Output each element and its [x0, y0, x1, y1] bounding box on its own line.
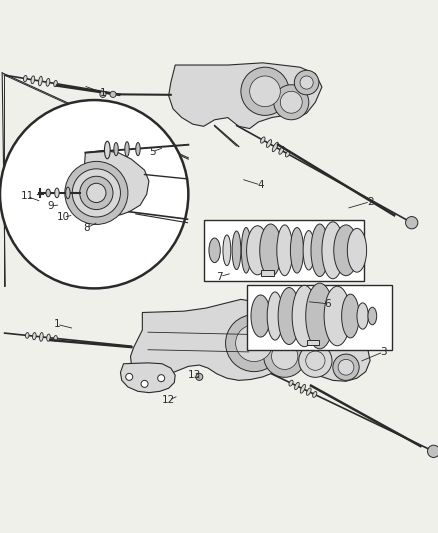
Ellipse shape — [232, 231, 241, 270]
Circle shape — [236, 325, 272, 361]
Polygon shape — [131, 300, 370, 381]
Circle shape — [406, 216, 418, 229]
Ellipse shape — [300, 384, 305, 393]
Ellipse shape — [46, 189, 50, 197]
Text: 11: 11 — [21, 191, 34, 201]
Ellipse shape — [313, 392, 317, 398]
Ellipse shape — [266, 140, 272, 148]
Ellipse shape — [260, 224, 282, 277]
Ellipse shape — [295, 382, 299, 390]
Ellipse shape — [39, 76, 42, 86]
Text: 9: 9 — [47, 201, 54, 211]
Ellipse shape — [322, 222, 344, 279]
Ellipse shape — [311, 224, 328, 277]
Bar — [247, 285, 392, 350]
Text: 13: 13 — [188, 370, 201, 380]
Ellipse shape — [66, 187, 70, 199]
Circle shape — [338, 359, 354, 375]
Bar — [261, 270, 274, 276]
Ellipse shape — [279, 147, 284, 154]
Ellipse shape — [241, 228, 251, 273]
Polygon shape — [80, 150, 149, 216]
Text: 5: 5 — [149, 147, 156, 157]
Circle shape — [264, 335, 306, 377]
Text: 10: 10 — [57, 213, 70, 222]
Circle shape — [0, 100, 188, 288]
Text: 8: 8 — [83, 223, 90, 233]
Circle shape — [110, 91, 116, 98]
Ellipse shape — [54, 80, 57, 87]
Circle shape — [241, 67, 289, 115]
Ellipse shape — [136, 142, 140, 156]
Ellipse shape — [334, 225, 358, 276]
Text: 3: 3 — [380, 347, 387, 357]
Circle shape — [427, 445, 438, 457]
Ellipse shape — [247, 226, 268, 275]
Ellipse shape — [209, 238, 220, 263]
Text: 4: 4 — [257, 180, 264, 190]
Ellipse shape — [32, 333, 36, 340]
Circle shape — [226, 314, 283, 372]
Circle shape — [196, 374, 203, 381]
Ellipse shape — [251, 295, 270, 337]
Circle shape — [250, 76, 280, 107]
Text: 2: 2 — [367, 197, 374, 207]
Circle shape — [272, 343, 298, 369]
Circle shape — [306, 351, 325, 370]
Ellipse shape — [47, 334, 50, 341]
Ellipse shape — [31, 76, 35, 84]
Ellipse shape — [223, 235, 231, 265]
Circle shape — [72, 169, 120, 217]
Polygon shape — [169, 63, 322, 128]
Bar — [204, 220, 364, 280]
Ellipse shape — [114, 142, 118, 156]
Ellipse shape — [24, 76, 27, 82]
Text: 12: 12 — [162, 395, 175, 405]
Circle shape — [141, 381, 148, 387]
Circle shape — [126, 374, 133, 381]
Ellipse shape — [286, 151, 290, 157]
Ellipse shape — [324, 286, 350, 346]
Circle shape — [280, 91, 302, 113]
Circle shape — [100, 91, 106, 98]
Text: 1: 1 — [99, 87, 106, 98]
Ellipse shape — [277, 225, 293, 276]
Ellipse shape — [272, 142, 278, 151]
Circle shape — [87, 183, 106, 203]
Ellipse shape — [368, 307, 377, 325]
Ellipse shape — [55, 188, 59, 198]
Ellipse shape — [347, 229, 367, 272]
Ellipse shape — [342, 294, 359, 338]
Circle shape — [80, 176, 113, 209]
Polygon shape — [120, 363, 175, 393]
Ellipse shape — [54, 336, 57, 341]
Text: 7: 7 — [216, 272, 223, 281]
Circle shape — [158, 375, 165, 382]
Text: 1: 1 — [53, 319, 60, 329]
Circle shape — [333, 354, 359, 381]
Ellipse shape — [357, 303, 368, 329]
Circle shape — [299, 344, 332, 377]
Ellipse shape — [267, 292, 283, 340]
Ellipse shape — [306, 283, 334, 349]
Bar — [307, 340, 319, 345]
Circle shape — [65, 161, 128, 224]
Ellipse shape — [292, 285, 317, 346]
Ellipse shape — [303, 231, 314, 270]
Text: 6: 6 — [324, 298, 331, 309]
Ellipse shape — [25, 333, 29, 338]
Ellipse shape — [307, 388, 311, 395]
Circle shape — [294, 70, 319, 95]
Ellipse shape — [46, 78, 50, 86]
Ellipse shape — [125, 142, 129, 157]
Ellipse shape — [278, 287, 300, 344]
Ellipse shape — [289, 380, 293, 386]
Ellipse shape — [39, 333, 43, 341]
Ellipse shape — [261, 137, 265, 143]
Ellipse shape — [105, 141, 110, 159]
Circle shape — [300, 76, 313, 89]
Ellipse shape — [290, 228, 304, 273]
Circle shape — [274, 85, 309, 120]
